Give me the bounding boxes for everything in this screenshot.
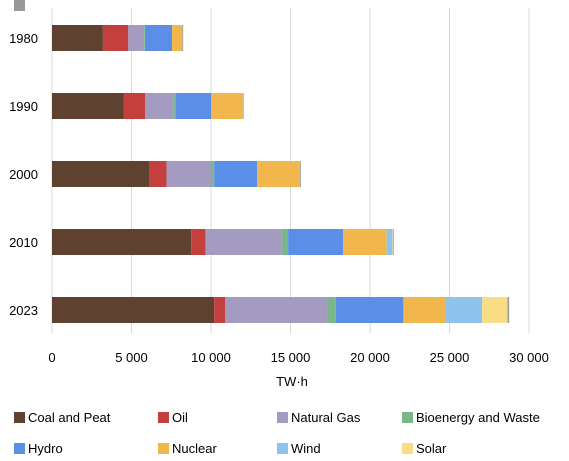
legend-swatch (14, 443, 25, 454)
bar-segment (445, 297, 483, 323)
bar-segment (52, 229, 192, 255)
bar-segment (205, 229, 282, 255)
category-label: 2010 (9, 235, 38, 250)
bar-segment (386, 229, 393, 255)
bar-segment (507, 297, 510, 323)
x-axis-title: TW·h (276, 374, 308, 389)
x-tick-labels: 0 5 000 10 000 15 000 20 000 25 000 30 000 (48, 350, 549, 365)
legend-item: Nuclear (158, 441, 217, 456)
x-tick-label: 5 000 (115, 350, 148, 365)
legend-item: Solar (402, 441, 447, 456)
legend-item: Natural Gas (277, 410, 361, 425)
category-label: 2000 (9, 167, 38, 182)
x-tick-label: 20 000 (350, 350, 390, 365)
bar-segment (191, 229, 206, 255)
x-tick-label: 30 000 (509, 350, 549, 365)
legend-swatch (14, 412, 25, 423)
bar-segment (225, 297, 328, 323)
bars (52, 25, 510, 323)
legend-label: Coal and Peat (28, 410, 111, 425)
legend-label: Natural Gas (291, 410, 361, 425)
legend-item: Wind (277, 441, 321, 456)
legend-label: Other (28, 0, 61, 3)
bar-segment (52, 93, 124, 119)
x-tick-label: 15 000 (271, 350, 311, 365)
legend-label: Hydro (28, 441, 63, 456)
x-tick-label: 10 000 (191, 350, 231, 365)
x-tick-label: 0 (48, 350, 55, 365)
legend-item: Oil (158, 410, 188, 425)
bar-segment (214, 297, 226, 323)
bar-segment (392, 229, 394, 255)
bar-segment (214, 161, 258, 187)
bar-segment (123, 93, 146, 119)
bar-segment (335, 297, 404, 323)
bar-segment (166, 161, 211, 187)
bar-segment (281, 229, 289, 255)
bar-segment (299, 161, 301, 187)
bar-segment (482, 297, 508, 323)
legend-swatch (158, 443, 169, 454)
bar-segment (211, 93, 243, 119)
bar-segment (128, 25, 145, 51)
legend-item: Other (14, 0, 61, 11)
legend-swatch (402, 443, 413, 454)
bar-segment (102, 25, 129, 51)
legend-swatch (14, 0, 25, 11)
bar-segment (403, 297, 446, 323)
bar-segment (52, 297, 215, 323)
legend-item: Hydro (14, 441, 63, 456)
bar-segment (211, 161, 215, 187)
bar-segment (52, 25, 103, 51)
category-labels: 1980 1990 2000 2010 2023 (9, 31, 38, 318)
category-label: 1990 (9, 99, 38, 114)
bar-segment (52, 161, 149, 187)
bar-segment (144, 25, 146, 51)
bar-segment (257, 161, 300, 187)
legend-swatch (158, 412, 169, 423)
bar-segment (172, 25, 183, 51)
category-label: 2023 (9, 303, 38, 318)
legend-swatch (277, 443, 288, 454)
legend-item: Bioenergy and Waste (402, 410, 540, 425)
bar-segment (145, 93, 174, 119)
legend-item: Coal and Peat (14, 410, 111, 425)
bar-segment (148, 161, 167, 187)
bar-segment (288, 229, 343, 255)
bar-segment (145, 25, 173, 51)
legend-label: Bioenergy and Waste (416, 410, 540, 425)
legend-label: Oil (172, 410, 188, 425)
bar-segment (173, 93, 177, 119)
bar-segment (327, 297, 336, 323)
category-label: 1980 (9, 31, 38, 46)
bar-segment (176, 93, 211, 119)
bar-segment (342, 229, 387, 255)
x-tick-label: 25 000 (430, 350, 470, 365)
legend: Coal and Peat Oil Natural Gas Bioenergy and… (14, 0, 540, 456)
legend-swatch (402, 412, 413, 423)
bar-segment (182, 25, 184, 51)
legend-label: Solar (416, 441, 447, 456)
legend-label: Nuclear (172, 441, 217, 456)
legend-label: Wind (291, 441, 321, 456)
legend-swatch (277, 412, 288, 423)
bar-segment (242, 93, 244, 119)
